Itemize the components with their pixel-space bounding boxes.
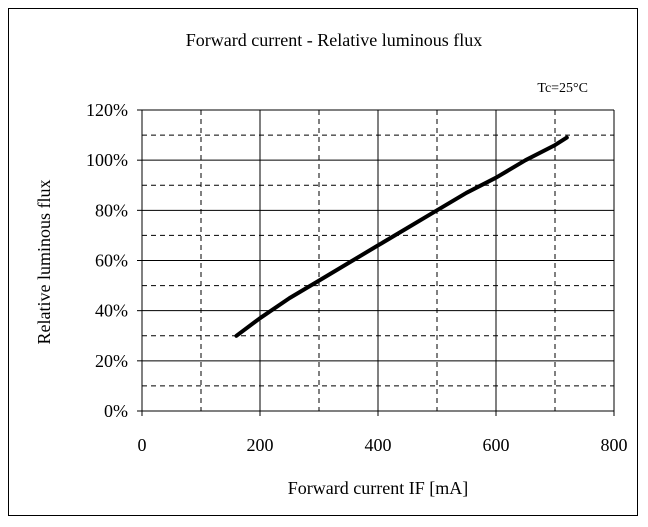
tick-labels: 0% 20% 40% 60% 80% 100% 120% 0 200 400 600 800 — [86, 100, 628, 455]
chart-title: Forward current - Relative luminous flux — [186, 30, 482, 50]
y-tick-label: 0% — [104, 401, 128, 421]
y-tick-label: 60% — [95, 251, 128, 271]
y-tick-label: 120% — [86, 100, 128, 120]
condition-note: Tc=25°C — [537, 81, 588, 96]
x-axis-label: Forward current IF [mA] — [288, 478, 468, 498]
grid — [137, 109, 615, 416]
chart-frame — [8, 8, 638, 516]
y-tick-label: 20% — [95, 351, 128, 371]
y-tick-label: 80% — [95, 200, 128, 220]
series-line — [234, 135, 569, 338]
y-axis-label: Relative luminous flux — [34, 180, 54, 345]
x-tick-label: 600 — [483, 435, 510, 455]
x-tick-label: 800 — [601, 435, 628, 455]
series-layer — [234, 135, 569, 338]
x-tick-label: 0 — [138, 435, 147, 455]
x-tick-label: 200 — [247, 435, 274, 455]
y-tick-label: 40% — [95, 301, 128, 321]
y-tick-label: 100% — [86, 150, 128, 170]
x-tick-label: 400 — [365, 435, 392, 455]
